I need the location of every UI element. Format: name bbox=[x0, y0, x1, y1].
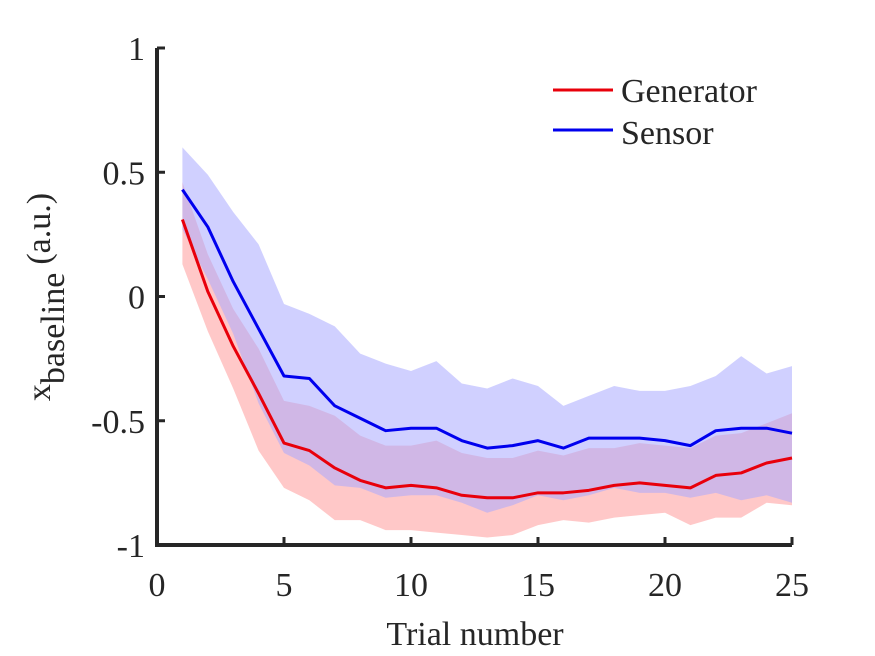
y-axis-label: xbaseline (a.u.) bbox=[21, 193, 72, 401]
y-tick-label: -1 bbox=[117, 528, 145, 565]
x-tick-label: 15 bbox=[521, 567, 555, 604]
y-tick-label: 1 bbox=[128, 31, 145, 68]
x-tick-label: 20 bbox=[648, 567, 682, 604]
y-tick-label: 0 bbox=[128, 280, 145, 317]
x-tick-label: 10 bbox=[394, 567, 428, 604]
y-tick-label: 0.5 bbox=[103, 155, 146, 192]
line-sensor bbox=[181, 188, 793, 450]
y-axis-label-subscript: baseline bbox=[35, 273, 72, 384]
svg-text:xbaseline(a.u.): xbaseline (a.u.) bbox=[21, 193, 72, 401]
confidence-bands bbox=[182, 147, 792, 538]
line-generator bbox=[180, 218, 793, 500]
x-axis-label: Trial number bbox=[386, 616, 564, 653]
legend: Generator Sensor bbox=[553, 73, 758, 152]
x-tick-label: 25 bbox=[775, 567, 809, 604]
y-axis-label-unit: (a.u.) bbox=[21, 193, 58, 265]
y-tick-label: -0.5 bbox=[91, 404, 145, 441]
x-tick-label: 5 bbox=[276, 567, 293, 604]
axis-ticks: 0 5 10 15 20 25 -1 -0.5 0 0.5 1 bbox=[91, 31, 809, 604]
x-tick-label: 0 bbox=[149, 567, 166, 604]
y-axis-label-main: x bbox=[21, 384, 58, 401]
series-lines bbox=[180, 188, 793, 500]
band-sensor bbox=[182, 147, 792, 513]
legend-label-generator: Generator bbox=[621, 73, 758, 110]
legend-label-sensor: Sensor bbox=[621, 115, 714, 152]
